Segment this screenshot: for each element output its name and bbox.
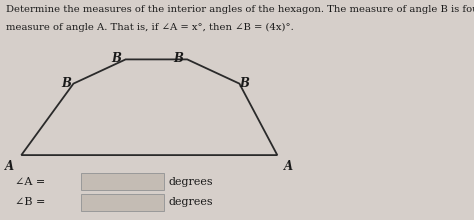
Text: B: B bbox=[62, 77, 71, 90]
Text: B: B bbox=[239, 77, 249, 90]
Text: ∠B =: ∠B = bbox=[15, 197, 45, 207]
Text: A: A bbox=[284, 160, 293, 172]
FancyBboxPatch shape bbox=[81, 173, 164, 190]
Text: Determine the measures of the interior angles of the hexagon. The measure of ang: Determine the measures of the interior a… bbox=[6, 6, 474, 15]
FancyBboxPatch shape bbox=[81, 194, 164, 211]
Text: degrees: degrees bbox=[168, 197, 213, 207]
Text: degrees: degrees bbox=[168, 176, 213, 187]
Text: B: B bbox=[111, 52, 121, 65]
Text: B: B bbox=[173, 52, 182, 65]
Text: A: A bbox=[5, 160, 14, 172]
Text: measure of angle A. That is, if ∠A = x°, then ∠B = (4x)°.: measure of angle A. That is, if ∠A = x°,… bbox=[6, 23, 294, 32]
Text: ∠A =: ∠A = bbox=[15, 176, 45, 187]
